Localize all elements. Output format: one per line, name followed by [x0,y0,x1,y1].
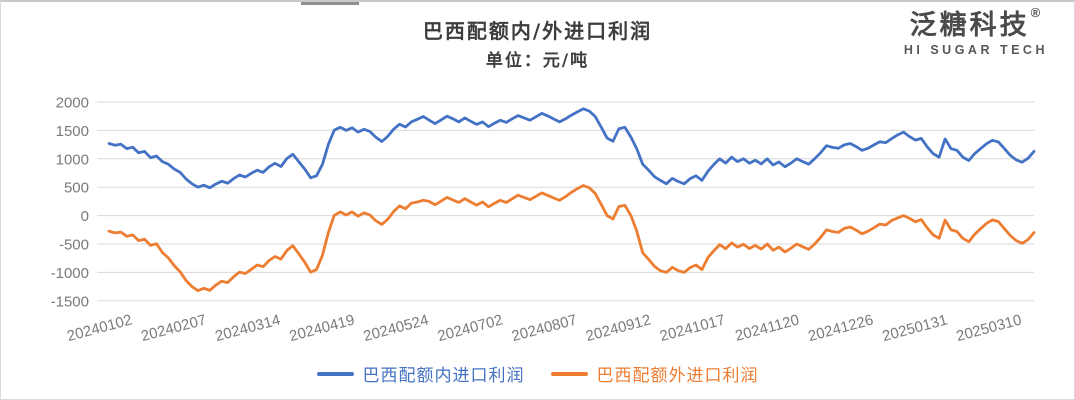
out-quota-profit-line [107,184,1036,293]
y-axis-tick-label: -500 [59,237,89,254]
x-axis-tick-label: 20240419 [288,311,357,345]
y-axis-tick-label: 0 [81,208,89,225]
brand-name: 泛糖科技 [909,10,1030,40]
chart-legend: 巴西配额内进口利润 巴西配额外进口利润 [1,361,1074,386]
brand-tagline: HI SUGAR TECH [903,43,1048,57]
y-axis-tick-label: 2000 [56,95,89,112]
chart-title: 巴西配额内/外进口利润 [422,19,653,43]
x-axis-tick-label: 20250131 [880,311,949,345]
y-axis-tick-label: -1000 [51,265,89,282]
x-axis-tick-label: 20240207 [139,311,208,345]
x-axis-tick-label: 20250310 [955,311,1024,345]
legend-line-swatch [316,371,354,376]
x-axis-tick-label: 20240102 [65,311,134,345]
chart-unit-subtitle: 单位：元/吨 [485,51,590,71]
y-axis-tick-label: 500 [64,180,89,197]
x-axis-tick-label: 20240702 [436,311,505,345]
x-axis-tick-label: 20241017 [658,311,727,345]
x-axis-tick-label: 20241120 [733,311,801,344]
registered-trademark-icon: ® [1030,5,1044,20]
y-axis-tick-label: 1000 [56,151,89,168]
brand-logo: 泛糖科技® HI SUGAR TECH [903,6,1048,57]
legend-item-out-quota[interactable]: 巴西配额外进口利润 [550,361,759,386]
y-axis-tick-label: -1500 [51,293,89,310]
legend-label: 巴西配额内进口利润 [362,366,525,386]
x-axis-tick-label: 20240314 [213,311,282,345]
x-axis-tick-label: 20240524 [362,311,431,345]
x-axis-tick-label: 20240912 [584,311,653,345]
in-quota-profit-line [107,107,1036,190]
x-axis-tick-label: 20240807 [510,311,579,345]
legend-item-in-quota[interactable]: 巴西配额内进口利润 [316,361,525,386]
legend-label: 巴西配额外进口利润 [596,366,759,386]
top-edge-artifact [301,2,359,5]
legend-line-swatch [550,371,588,376]
y-axis-tick-label: 1500 [56,123,89,140]
x-axis-tick-label: 20241226 [806,311,875,345]
